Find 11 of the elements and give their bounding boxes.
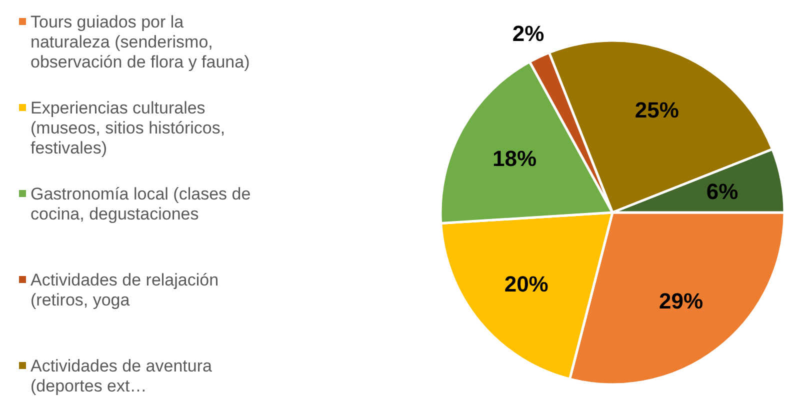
data-label: 6% [706,179,738,204]
data-label: 2% [512,21,544,46]
legend-label: Actividades de relajación (retiros, yoga [30,270,219,310]
legend-label: Actividades de aventura (deportes ext… [30,356,212,396]
data-label: 20% [504,271,548,296]
data-label: 25% [634,97,679,122]
legend-label: Gastronomía local (clases de cocina, degustaciones [30,184,251,224]
legend-label: Tours guiados por la naturaleza (senderismo, observación de flora y fauna) [30,12,250,72]
data-label: 29% [659,288,704,314]
data-label: 18% [492,146,537,172]
legend-label: Experiencias culturales (museos, sitios históricos, festivales) [30,98,226,158]
